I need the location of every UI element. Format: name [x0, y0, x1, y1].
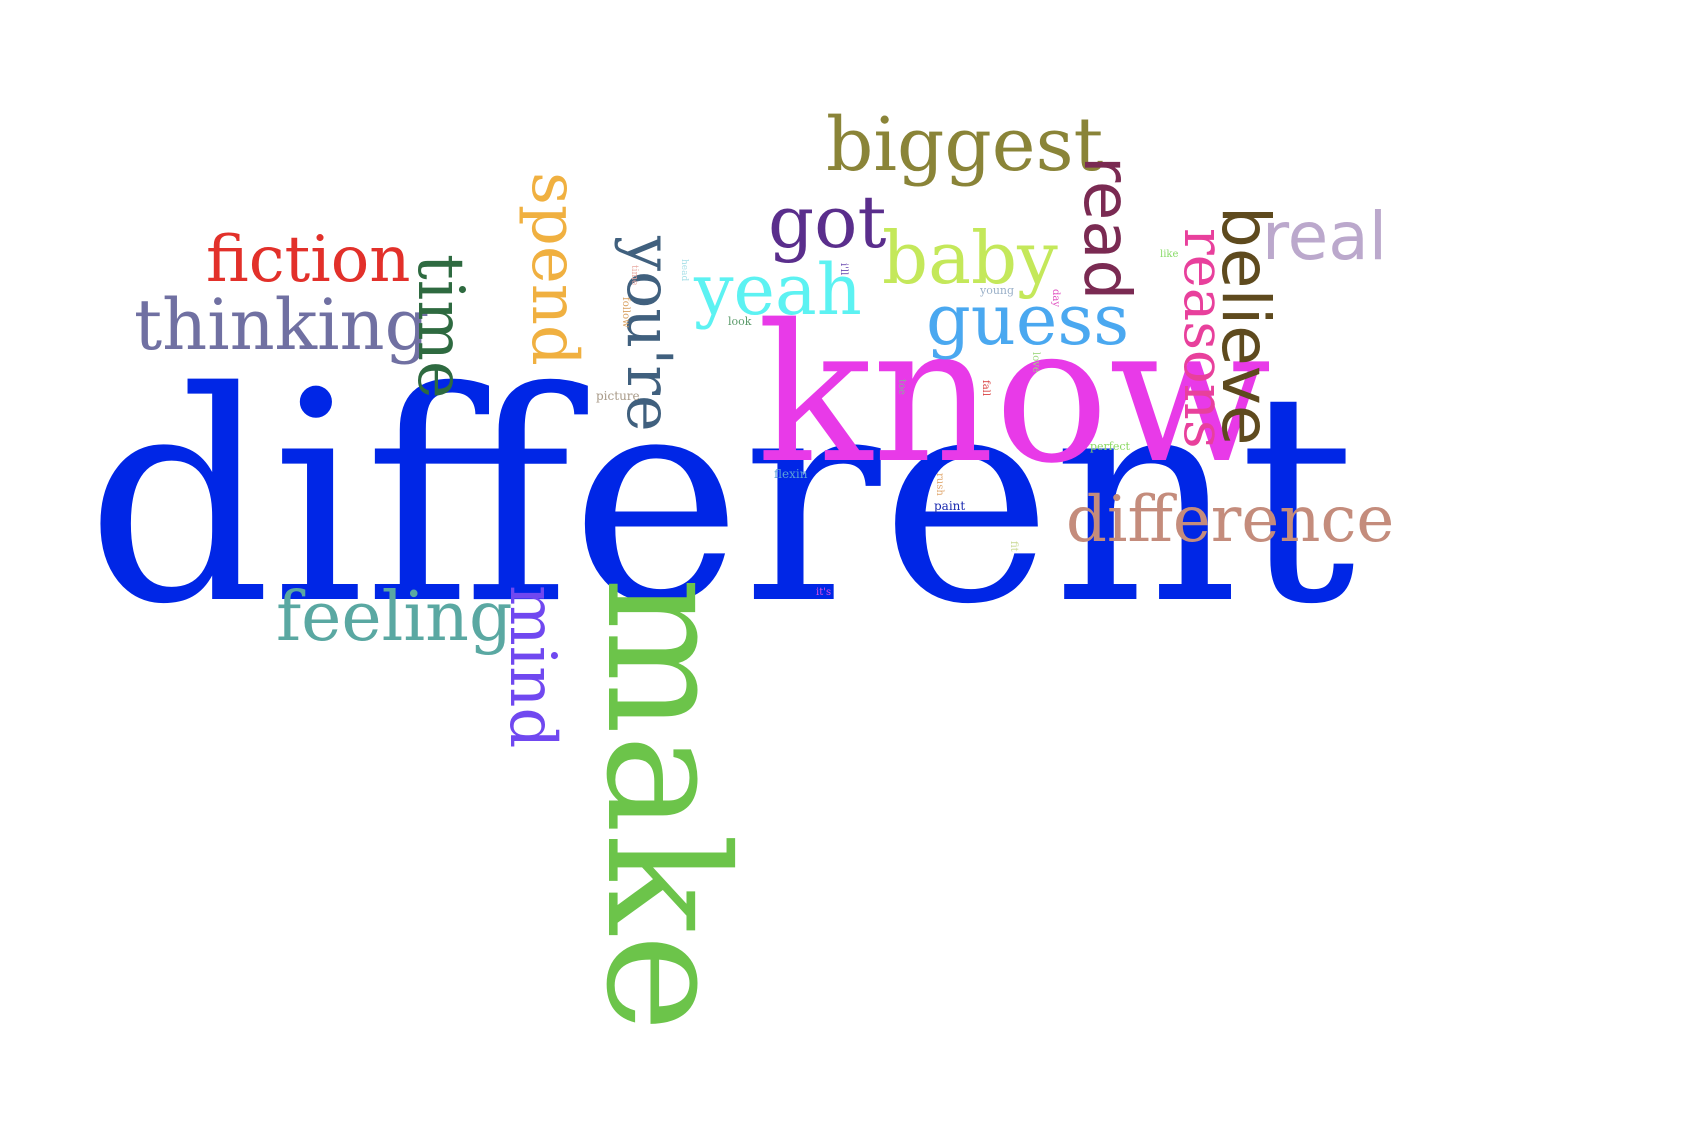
- word-rush: rush: [934, 473, 945, 496]
- word-spend: spend: [517, 172, 591, 366]
- word-thinking: thinking: [134, 284, 430, 366]
- word-day: day: [1050, 289, 1061, 308]
- word-difference: difference: [1066, 483, 1395, 557]
- word-ill: i'll: [838, 263, 849, 276]
- word-like: like: [1160, 249, 1179, 260]
- word-time: time: [403, 254, 477, 399]
- word-flexin: flexin: [774, 467, 808, 481]
- word-biggest: biggest: [826, 102, 1104, 188]
- word-mind: mind: [495, 585, 569, 749]
- word-reasons: reasons: [1171, 228, 1236, 449]
- word-make: make: [569, 577, 762, 1033]
- word-fiction: fiction: [206, 223, 411, 297]
- word-got: got: [768, 180, 887, 264]
- word-real: real: [1262, 198, 1388, 275]
- word-toe: toe: [896, 379, 907, 395]
- word-times: time: [629, 265, 639, 286]
- word-young: young: [980, 284, 1015, 297]
- word-fit: fit: [1008, 541, 1019, 552]
- word-yeah: yeah: [694, 249, 862, 331]
- word-its: it's: [816, 587, 832, 598]
- word-paint: paint: [934, 499, 966, 513]
- word-love: love: [1030, 352, 1041, 373]
- word-different: different: [86, 331, 1356, 668]
- word-fall: fall: [980, 380, 991, 397]
- word-guess: guess: [926, 279, 1130, 361]
- word-know: know: [757, 284, 1272, 505]
- word-head: head: [679, 259, 689, 282]
- word-look: look: [728, 315, 752, 328]
- word-picture: picture: [596, 389, 640, 403]
- word-perfect: perfect: [1090, 440, 1130, 453]
- word-feeling: feeling: [276, 578, 513, 657]
- word-baby: baby: [882, 216, 1058, 300]
- word-follow: follow: [620, 297, 631, 328]
